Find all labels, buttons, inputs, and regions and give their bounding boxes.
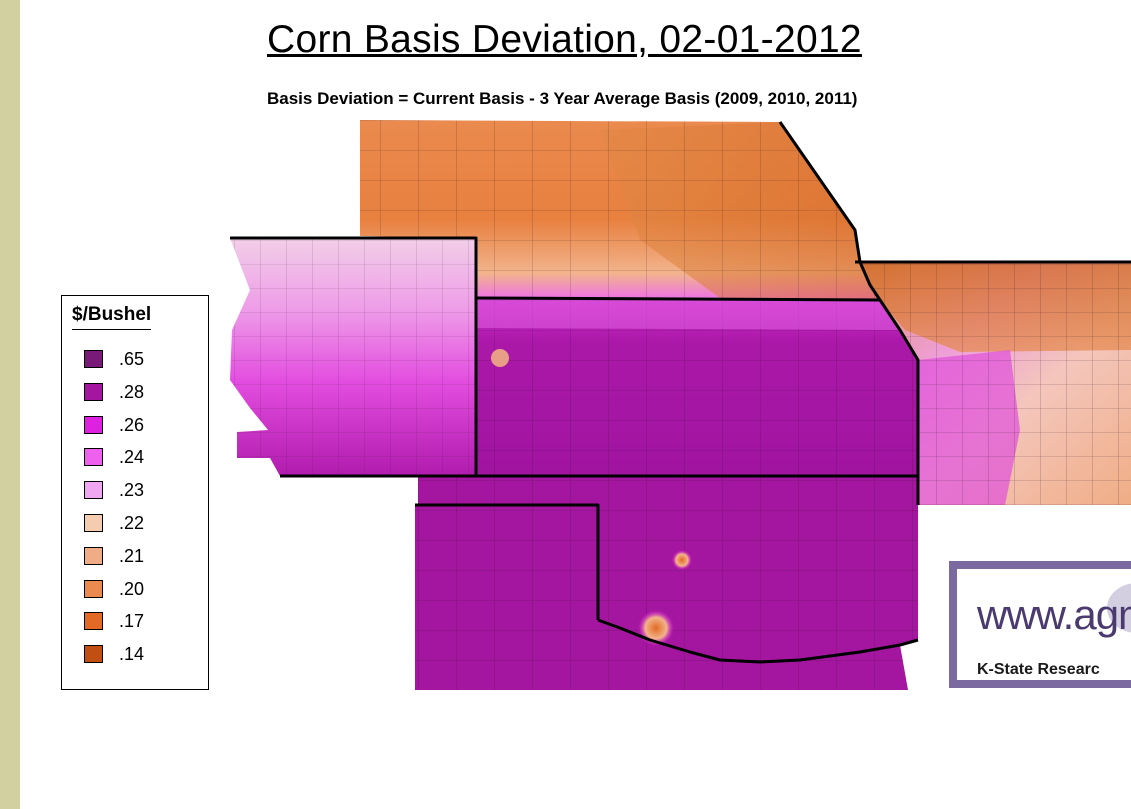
legend-item: .28 <box>84 381 204 403</box>
badge-credit: K-State Researc <box>977 661 1100 678</box>
legend-label: .26 <box>119 414 145 435</box>
legend-label: .21 <box>119 545 145 566</box>
legend-label: .14 <box>119 644 145 665</box>
legend-item: .20 <box>84 578 204 600</box>
legend-swatch <box>84 514 103 532</box>
legend-label: .20 <box>119 578 145 599</box>
legend-item: .14 <box>84 643 204 665</box>
legend-label: .65 <box>119 349 145 369</box>
legend-label: .23 <box>119 480 145 501</box>
legend-item: .65 <box>84 348 204 370</box>
legend-swatch <box>84 579 103 598</box>
map-subtitle: Basis Deviation = Current Basis - 3 Year… <box>267 89 858 108</box>
legend-label: .22 <box>119 513 145 533</box>
legend-swatch <box>84 448 103 467</box>
agmanager-badge: www.agma K-State Researc <box>949 561 1131 688</box>
legend-item: .22 <box>84 512 204 534</box>
legend-swatch <box>84 546 103 565</box>
badge-url: www.agma <box>977 591 1131 638</box>
left-border-bar <box>0 0 20 809</box>
legend-label: .28 <box>119 381 145 402</box>
legend-title: $/Bushel <box>72 304 152 330</box>
legend-item: .23 <box>84 479 204 501</box>
map-title: Corn Basis Deviation, 02-01-2012 <box>267 18 862 61</box>
badge-panel: www.agma K-State Researc <box>957 569 1131 680</box>
legend-item: .21 <box>84 545 204 567</box>
legend-label: .24 <box>119 447 145 468</box>
legend-swatch <box>84 645 103 664</box>
legend-item: .24 <box>84 446 204 468</box>
legend-swatch <box>84 415 103 434</box>
legend-swatch <box>84 350 103 368</box>
map-legend: $/Bushel .65 .28 .26 .24 .23 .22 .21 .20 .17 .14 <box>61 295 209 690</box>
legend-item: .26 <box>84 414 204 436</box>
legend-swatch <box>84 481 103 500</box>
legend-swatch <box>84 382 103 401</box>
legend-label: .17 <box>119 611 145 632</box>
legend-swatch <box>84 612 103 631</box>
legend-item: .17 <box>84 610 204 632</box>
